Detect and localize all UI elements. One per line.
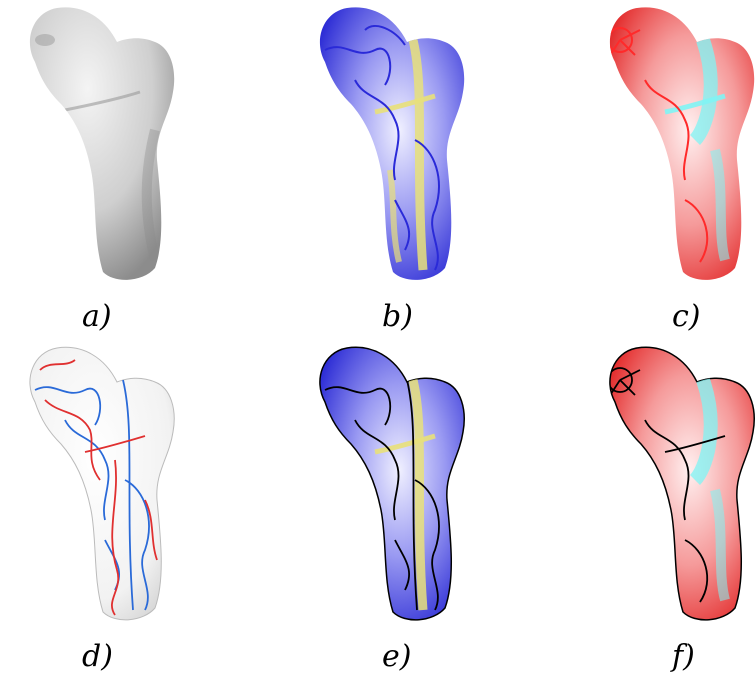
panel-e-label: e) xyxy=(382,639,412,674)
femur-blue-yellow-render xyxy=(319,7,465,280)
femur-red-blue-lines-render xyxy=(29,346,175,621)
femur-gray-render xyxy=(29,7,175,280)
femur-blue-yellow-black-lines-render xyxy=(319,346,465,621)
panel-b xyxy=(295,0,480,285)
panel-f xyxy=(585,340,755,625)
panel-a xyxy=(5,0,190,285)
femur-red-cyan-render xyxy=(609,7,755,280)
panel-c-label: c) xyxy=(672,299,701,334)
panel-b-label: b) xyxy=(382,299,413,334)
panel-f-label: f) xyxy=(672,639,695,674)
panel-e xyxy=(295,340,480,625)
panel-d-label: d) xyxy=(82,639,113,674)
panel-d xyxy=(5,340,190,625)
panel-a-label: a) xyxy=(82,299,112,334)
femur-red-cyan-black-lines-render xyxy=(609,346,755,621)
panel-c xyxy=(585,0,755,285)
